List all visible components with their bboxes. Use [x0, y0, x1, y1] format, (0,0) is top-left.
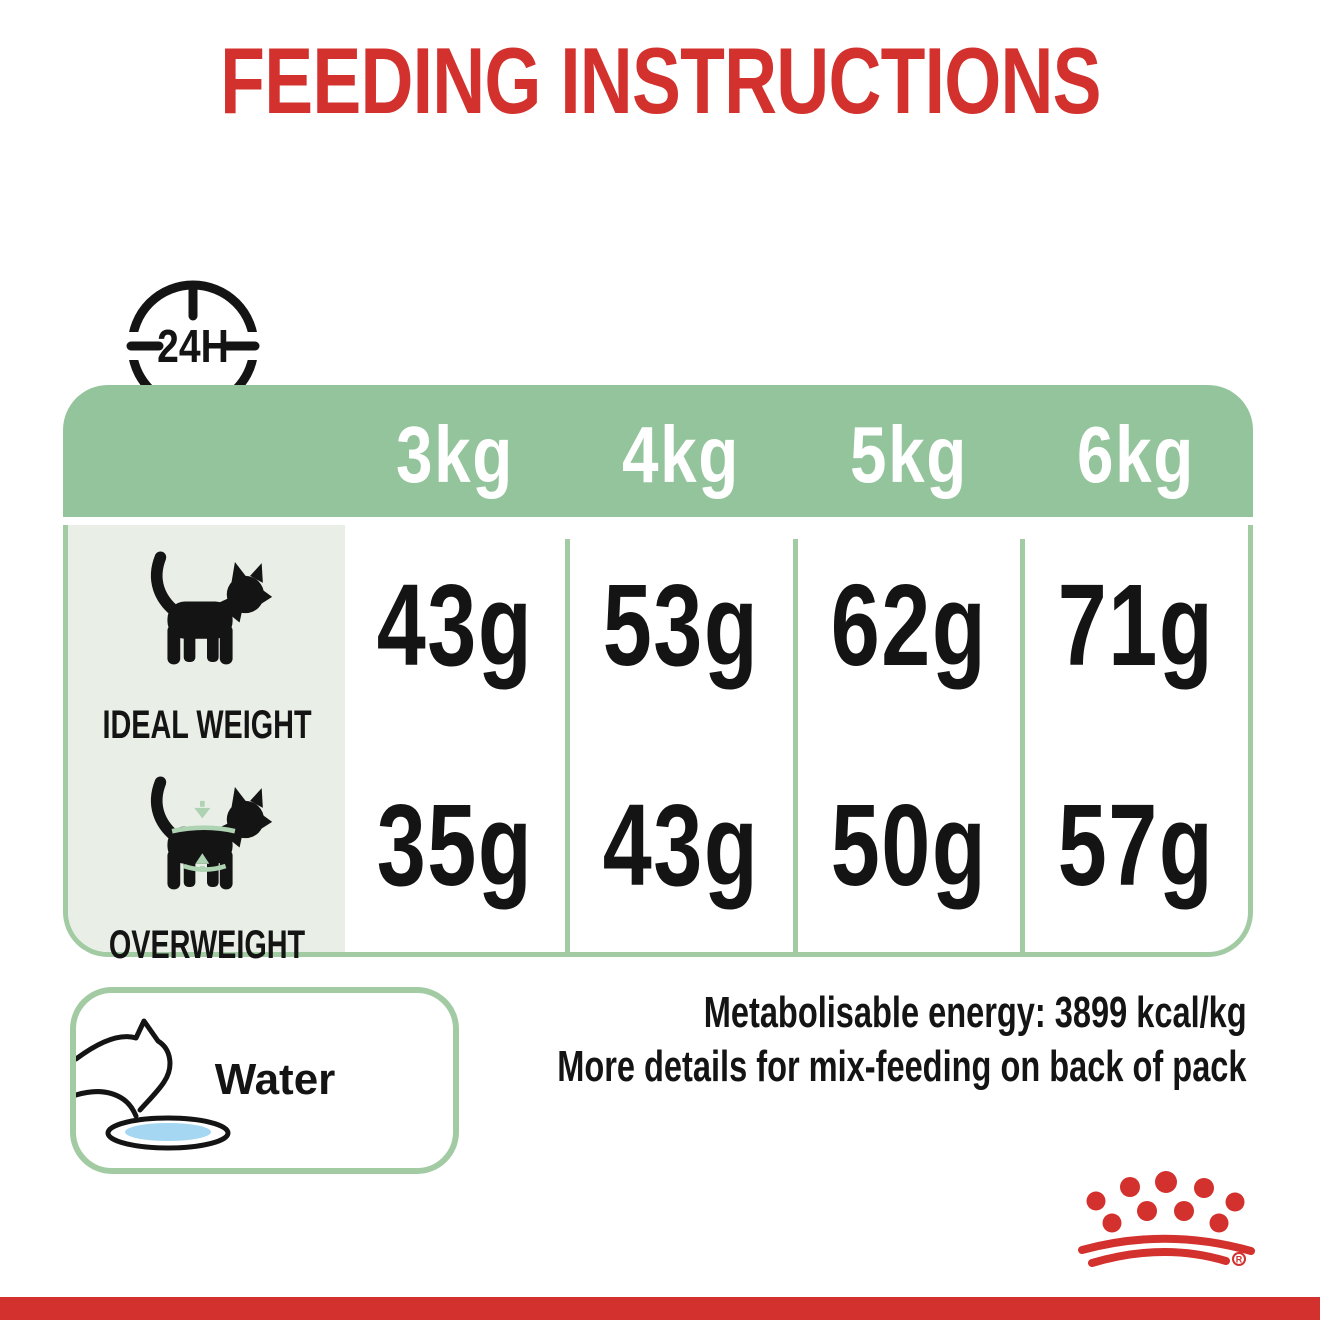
column-divider: [793, 539, 798, 952]
feeding-table: IDEAL WEIGHT 43g 53g 62g 71g: [63, 525, 1253, 965]
column-header-5kg: 5kg: [850, 410, 968, 499]
cat-drinking-water-icon: [76, 1018, 231, 1151]
ration-overweight-4kg: 43g: [602, 780, 760, 910]
svg-text:R: R: [1236, 1255, 1243, 1265]
column-header-6kg: 6kg: [1077, 410, 1195, 499]
water-box: Water: [70, 987, 459, 1174]
ration-overweight-5kg: 50g: [830, 780, 988, 910]
ration-ideal-6kg: 71g: [1057, 560, 1215, 690]
mix-feeding-note: More details for mix-feeding on back of …: [557, 1042, 1247, 1091]
ration-overweight-3kg: 35g: [376, 780, 534, 910]
column-header-3kg: 3kg: [396, 410, 514, 499]
ration-ideal-5kg: 62g: [830, 560, 988, 690]
ration-ideal-3kg: 43g: [376, 560, 534, 690]
water-label: Water: [214, 1055, 336, 1104]
clock-24h-icon: 24H: [123, 280, 263, 412]
column-header-4kg: 4kg: [622, 410, 740, 499]
bottom-red-bar: [0, 1297, 1320, 1320]
row-label-overweight: OVERWEIGHT: [108, 923, 306, 967]
row-label-column: [68, 525, 345, 952]
column-divider: [565, 539, 570, 952]
ration-overweight-6kg: 57g: [1057, 780, 1215, 910]
metabolisable-energy-note: Metabolisable energy: 3899 kcal/kg: [704, 988, 1247, 1037]
table-header: 3kg 4kg 5kg 6kg: [63, 385, 1253, 517]
title-row: FEEDING INSTRUCTIONS: [0, 34, 1320, 128]
royal-canin-crown-logo: R: [1078, 1171, 1255, 1267]
overweight-cat-icon: [151, 776, 273, 890]
ration-ideal-4kg: 53g: [602, 560, 760, 690]
registered-trademark-icon: R: [1232, 1252, 1246, 1266]
slimming-marks: [171, 800, 236, 872]
page-title: FEEDING INSTRUCTIONS: [219, 28, 1101, 133]
row-label-ideal-weight: IDEAL WEIGHT: [102, 703, 312, 747]
column-divider: [1020, 539, 1025, 952]
ideal-weight-cat-icon: [151, 551, 273, 665]
clock-24h-label: 24H: [157, 321, 229, 373]
notes: Metabolisable energy: 3899 kcal/kg More …: [315, 986, 1247, 1094]
